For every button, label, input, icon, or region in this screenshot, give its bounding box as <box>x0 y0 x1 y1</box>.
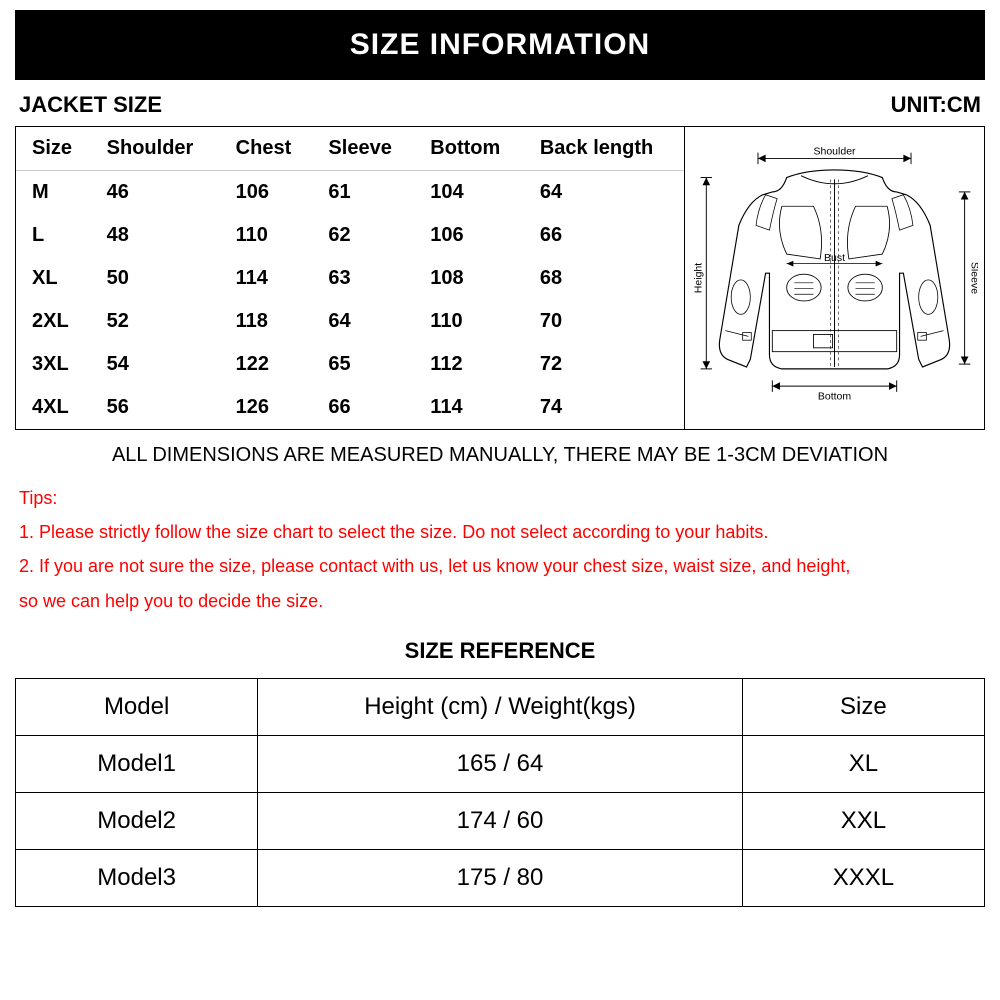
cell: 66 <box>312 386 414 429</box>
cell: 112 <box>414 343 524 386</box>
cell: 66 <box>524 214 684 257</box>
col-shoulder: Shoulder <box>91 127 220 171</box>
col-chest: Chest <box>220 127 313 171</box>
main-panel: Size Shoulder Chest Sleeve Bottom Back l… <box>15 126 985 430</box>
cell: 56 <box>91 386 220 429</box>
cell: Model1 <box>16 735 258 792</box>
subheader-row: JACKET SIZE UNIT:CM <box>15 80 985 126</box>
cell: XXXL <box>742 849 984 906</box>
deviation-note: ALL DIMENSIONS ARE MEASURED MANUALLY, TH… <box>15 430 985 481</box>
cell: 106 <box>414 214 524 257</box>
cell: 165 / 64 <box>258 735 743 792</box>
cell: 64 <box>312 300 414 343</box>
tips-block: Tips: 1. Please strictly follow the size… <box>15 481 985 630</box>
cell: 122 <box>220 343 313 386</box>
diagram-shoulder-label: Shoulder <box>813 146 856 158</box>
cell: 48 <box>91 214 220 257</box>
cell: XXL <box>742 792 984 849</box>
cell: 174 / 60 <box>258 792 743 849</box>
reference-table: Model Height (cm) / Weight(kgs) Size Mod… <box>15 678 985 907</box>
cell: 175 / 80 <box>258 849 743 906</box>
ref-col-hw: Height (cm) / Weight(kgs) <box>258 678 743 735</box>
size-info-container: SIZE INFORMATION JACKET SIZE UNIT:CM Siz… <box>15 0 985 907</box>
ref-col-size: Size <box>742 678 984 735</box>
cell: 106 <box>220 171 313 215</box>
diagram-sleeve-label: Sleeve <box>968 262 978 294</box>
jacket-size-label: JACKET SIZE <box>19 92 162 118</box>
jacket-diagram-svg: Shoulder <box>691 133 978 423</box>
cell: 74 <box>524 386 684 429</box>
cell: 52 <box>91 300 220 343</box>
size-table-wrap: Size Shoulder Chest Sleeve Bottom Back l… <box>16 127 684 429</box>
col-bottom: Bottom <box>414 127 524 171</box>
cell: 61 <box>312 171 414 215</box>
table-row: Model3 175 / 80 XXXL <box>16 849 985 906</box>
size-table-header-row: Size Shoulder Chest Sleeve Bottom Back l… <box>16 127 684 171</box>
col-backlength: Back length <box>524 127 684 171</box>
table-row: 2XL 52 118 64 110 70 <box>16 300 684 343</box>
cell: 110 <box>220 214 313 257</box>
cell: 2XL <box>16 300 91 343</box>
tips-line: so we can help you to decide the size. <box>19 584 981 618</box>
ref-col-model: Model <box>16 678 258 735</box>
size-reference-title: SIZE REFERENCE <box>15 630 985 678</box>
table-row: Model2 174 / 60 XXL <box>16 792 985 849</box>
cell: 72 <box>524 343 684 386</box>
cell: 104 <box>414 171 524 215</box>
col-size: Size <box>16 127 91 171</box>
cell: 65 <box>312 343 414 386</box>
cell: 46 <box>91 171 220 215</box>
cell: 118 <box>220 300 313 343</box>
cell: 50 <box>91 257 220 300</box>
tips-line: 1. Please strictly follow the size chart… <box>19 515 981 549</box>
unit-label: UNIT:CM <box>891 92 981 118</box>
cell: 62 <box>312 214 414 257</box>
table-row: L 48 110 62 106 66 <box>16 214 684 257</box>
cell: Model2 <box>16 792 258 849</box>
header-bar: SIZE INFORMATION <box>15 10 985 80</box>
cell: 114 <box>220 257 313 300</box>
table-row: 3XL 54 122 65 112 72 <box>16 343 684 386</box>
jacket-diagram: Shoulder <box>684 127 984 429</box>
cell: 126 <box>220 386 313 429</box>
cell: 108 <box>414 257 524 300</box>
table-row: 4XL 56 126 66 114 74 <box>16 386 684 429</box>
tips-line: 2. If you are not sure the size, please … <box>19 549 981 583</box>
cell: L <box>16 214 91 257</box>
cell: 3XL <box>16 343 91 386</box>
reference-header-row: Model Height (cm) / Weight(kgs) Size <box>16 678 985 735</box>
cell: 110 <box>414 300 524 343</box>
table-row: M 46 106 61 104 64 <box>16 171 684 215</box>
cell: Model3 <box>16 849 258 906</box>
diagram-bust-label: Bust <box>824 252 845 264</box>
cell: XL <box>742 735 984 792</box>
cell: 114 <box>414 386 524 429</box>
cell: 68 <box>524 257 684 300</box>
table-row: Model1 165 / 64 XL <box>16 735 985 792</box>
cell: 4XL <box>16 386 91 429</box>
tips-heading: Tips: <box>19 481 981 515</box>
cell: 63 <box>312 257 414 300</box>
diagram-bottom-label: Bottom <box>818 390 852 402</box>
cell: XL <box>16 257 91 300</box>
cell: 54 <box>91 343 220 386</box>
size-table: Size Shoulder Chest Sleeve Bottom Back l… <box>16 127 684 429</box>
col-sleeve: Sleeve <box>312 127 414 171</box>
cell: 64 <box>524 171 684 215</box>
size-table-body: M 46 106 61 104 64 L 48 110 62 106 66 <box>16 171 684 430</box>
cell: M <box>16 171 91 215</box>
table-row: XL 50 114 63 108 68 <box>16 257 684 300</box>
diagram-height-label: Height <box>693 263 705 293</box>
cell: 70 <box>524 300 684 343</box>
